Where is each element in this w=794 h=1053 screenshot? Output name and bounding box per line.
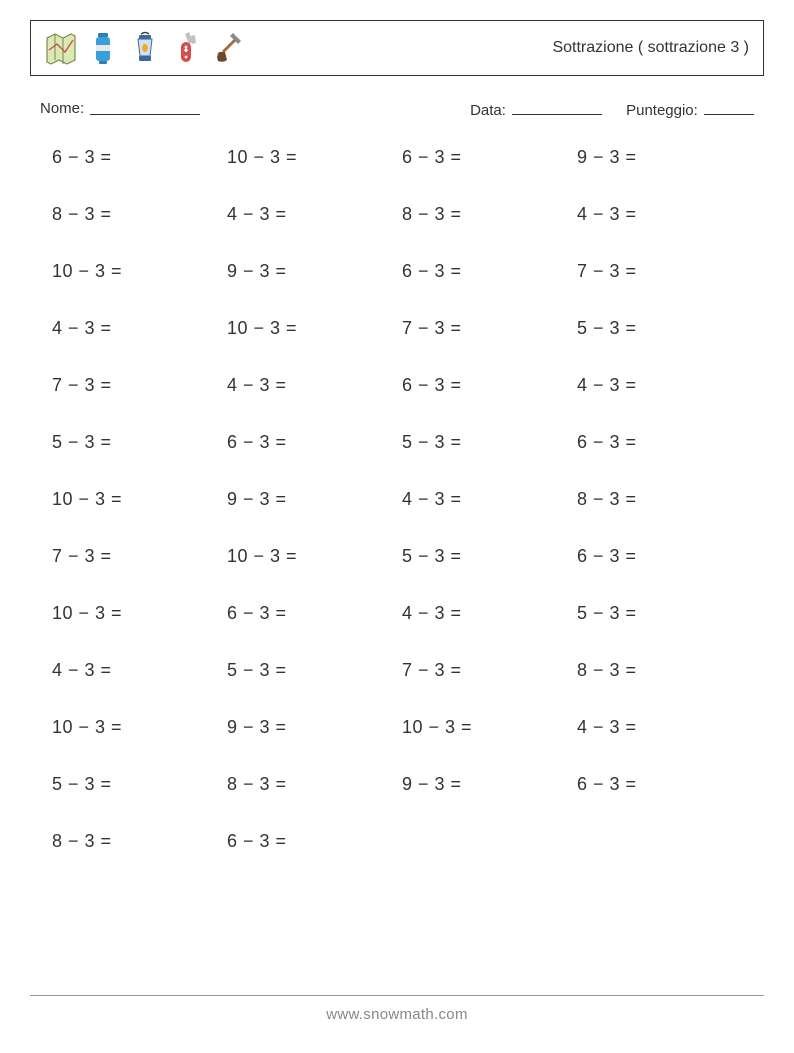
icons-row	[45, 30, 245, 66]
problem-cell: 6 − 3 =	[402, 375, 567, 396]
problem-cell: 5 − 3 =	[577, 603, 742, 624]
problem-cell: 8 − 3 =	[577, 660, 742, 681]
problem-cell: 10 − 3 =	[52, 489, 217, 510]
problems-grid: 6 − 3 = 10 − 3 = 6 − 3 = 9 − 3 = 8 − 3 = 4 − …	[30, 147, 764, 852]
problem-cell	[577, 831, 742, 852]
thermos-icon	[87, 30, 119, 66]
problem-cell: 4 − 3 =	[402, 489, 567, 510]
problem-cell: 9 − 3 =	[227, 717, 392, 738]
header-box: Sottrazione ( sottrazione 3 )	[30, 20, 764, 76]
problem-cell: 4 − 3 =	[52, 660, 217, 681]
problem-cell: 4 − 3 =	[577, 717, 742, 738]
map-icon	[45, 30, 77, 66]
problem-cell: 5 − 3 =	[52, 432, 217, 453]
problem-cell	[402, 831, 567, 852]
problem-cell: 9 − 3 =	[577, 147, 742, 168]
problem-cell: 8 − 3 =	[227, 774, 392, 795]
problem-cell: 10 − 3 =	[227, 318, 392, 339]
problem-cell: 6 − 3 =	[577, 774, 742, 795]
footer: www.snowmath.com	[30, 995, 764, 1023]
problem-cell: 5 − 3 =	[402, 432, 567, 453]
problem-cell: 4 − 3 =	[577, 375, 742, 396]
score-label: Punteggio:	[626, 102, 698, 119]
problem-cell: 10 − 3 =	[227, 546, 392, 567]
problem-cell: 4 − 3 =	[227, 204, 392, 225]
problem-cell: 9 − 3 =	[402, 774, 567, 795]
problem-cell: 7 − 3 =	[402, 318, 567, 339]
problem-cell: 5 − 3 =	[52, 774, 217, 795]
score-blank[interactable]	[704, 100, 754, 115]
problem-cell: 10 − 3 =	[52, 261, 217, 282]
problem-cell: 5 − 3 =	[227, 660, 392, 681]
date-blank[interactable]	[512, 100, 602, 115]
problem-cell: 10 − 3 =	[227, 147, 392, 168]
name-blank[interactable]	[90, 100, 200, 115]
problem-cell: 10 − 3 =	[52, 603, 217, 624]
problem-cell: 6 − 3 =	[227, 831, 392, 852]
info-name: Nome:	[40, 100, 200, 119]
swiss-knife-icon	[171, 30, 203, 66]
problem-cell: 4 − 3 =	[52, 318, 217, 339]
problem-cell: 6 − 3 =	[577, 432, 742, 453]
worksheet-title: Sottrazione ( sottrazione 3 )	[552, 39, 749, 57]
problem-cell: 7 − 3 =	[577, 261, 742, 282]
problem-cell: 8 − 3 =	[52, 831, 217, 852]
problem-cell: 6 − 3 =	[402, 261, 567, 282]
shovel-icon	[213, 30, 245, 66]
problem-cell: 8 − 3 =	[577, 489, 742, 510]
problem-cell: 6 − 3 =	[227, 432, 392, 453]
problem-cell: 9 − 3 =	[227, 261, 392, 282]
info-date: Data:	[470, 100, 602, 119]
problem-cell: 4 − 3 =	[577, 204, 742, 225]
problem-cell: 8 − 3 =	[52, 204, 217, 225]
problem-cell: 6 − 3 =	[577, 546, 742, 567]
date-label: Data:	[470, 102, 506, 119]
worksheet-page: Sottrazione ( sottrazione 3 ) Nome: Data…	[0, 0, 794, 1053]
info-score: Punteggio:	[626, 100, 754, 119]
problem-cell: 5 − 3 =	[402, 546, 567, 567]
problem-cell: 9 − 3 =	[227, 489, 392, 510]
problem-cell: 8 − 3 =	[402, 204, 567, 225]
problem-cell: 7 − 3 =	[52, 546, 217, 567]
problem-cell: 7 − 3 =	[402, 660, 567, 681]
footer-text: www.snowmath.com	[326, 1006, 468, 1023]
name-label: Nome:	[40, 100, 84, 119]
info-right: Data: Punteggio:	[470, 100, 754, 119]
problem-cell: 4 − 3 =	[402, 603, 567, 624]
problem-cell: 5 − 3 =	[577, 318, 742, 339]
problem-cell: 6 − 3 =	[227, 603, 392, 624]
problem-cell: 6 − 3 =	[402, 147, 567, 168]
problem-cell: 10 − 3 =	[402, 717, 567, 738]
problem-cell: 7 − 3 =	[52, 375, 217, 396]
problem-cell: 6 − 3 =	[52, 147, 217, 168]
problem-cell: 10 − 3 =	[52, 717, 217, 738]
problem-cell: 4 − 3 =	[227, 375, 392, 396]
info-row: Nome: Data: Punteggio:	[40, 100, 754, 119]
lantern-icon	[129, 30, 161, 66]
